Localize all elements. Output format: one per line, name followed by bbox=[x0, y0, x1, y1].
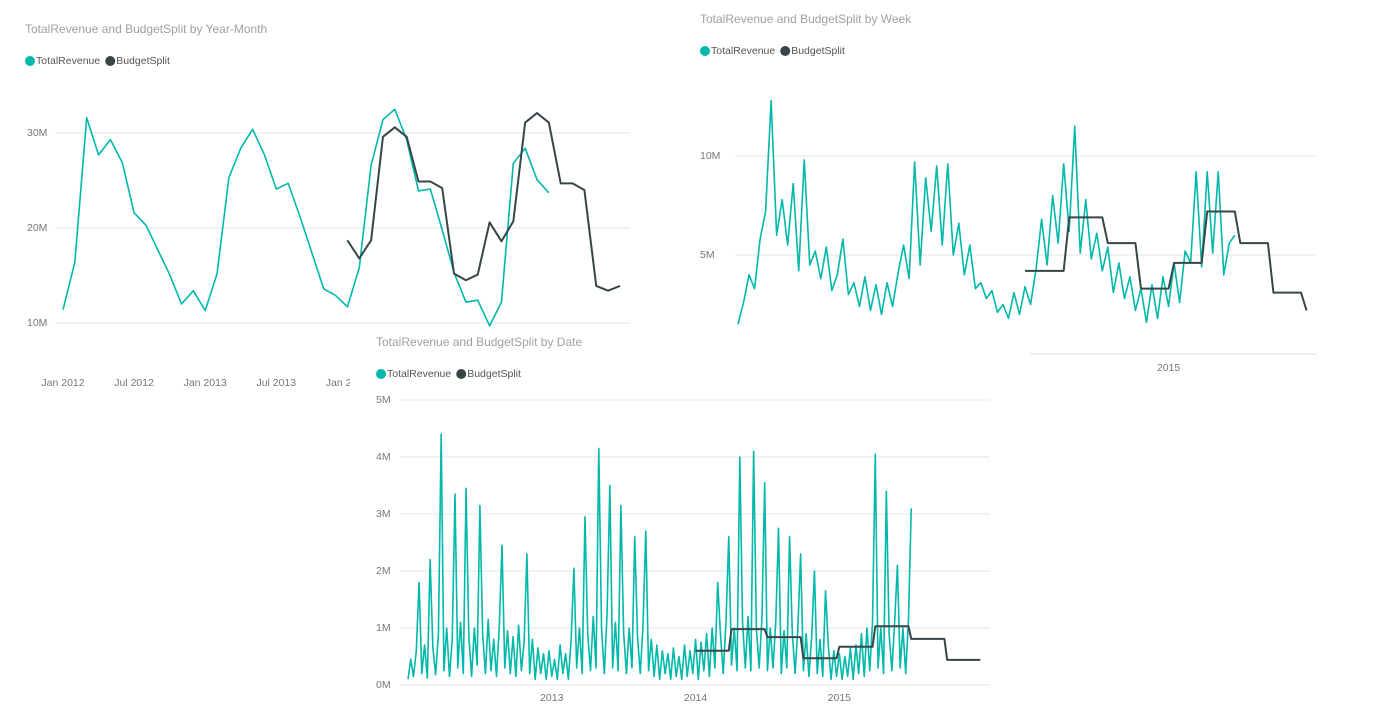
legend-marker bbox=[456, 369, 467, 379]
x-tick-label: 2015 bbox=[1157, 362, 1181, 374]
legend-label: TotalRevenue bbox=[36, 55, 100, 67]
legend-label: BudgetSplit bbox=[116, 55, 170, 67]
y-tick-label: 3M bbox=[376, 508, 391, 520]
chart-title: TotalRevenue and BudgetSplit by Date bbox=[376, 335, 582, 349]
x-tick-label: Jan 2013 bbox=[184, 377, 227, 389]
y-tick-label: 2M bbox=[376, 565, 391, 577]
y-tick-label: 4M bbox=[376, 451, 391, 463]
legend-marker bbox=[25, 56, 35, 66]
y-tick-label: 30M bbox=[27, 127, 47, 139]
x-tick-label: 2013 bbox=[540, 692, 564, 704]
y-tick-label: 1M bbox=[376, 622, 391, 634]
x-tick-label: Jul 2013 bbox=[256, 377, 296, 389]
legend-label: BudgetSplit bbox=[791, 45, 845, 57]
x-tick-label: Jan 2012 bbox=[41, 377, 84, 389]
legend-label: TotalRevenue bbox=[387, 368, 451, 380]
legend-label: TotalRevenue bbox=[711, 45, 775, 57]
x-tick-label: Jul 2012 bbox=[114, 377, 154, 389]
chart-title: TotalRevenue and BudgetSplit by Year-Mon… bbox=[25, 22, 267, 36]
series-line bbox=[1025, 210, 1308, 311]
legend-marker bbox=[700, 46, 710, 56]
y-tick-label: 5M bbox=[376, 394, 391, 406]
chart-title: TotalRevenue and BudgetSplit by Week bbox=[700, 12, 912, 26]
x-tick-label: 2014 bbox=[684, 692, 708, 704]
legend-marker bbox=[376, 369, 386, 379]
legend-marker bbox=[105, 56, 116, 66]
y-tick-label: 0M bbox=[376, 679, 391, 691]
series-line bbox=[737, 99, 1236, 325]
legend-label: BudgetSplit bbox=[467, 368, 521, 380]
y-tick-label: 5M bbox=[700, 249, 715, 261]
series-line bbox=[346, 112, 621, 292]
legend-marker bbox=[780, 46, 791, 56]
y-tick-label: 10M bbox=[27, 317, 47, 329]
series-line bbox=[62, 108, 550, 327]
series-line bbox=[407, 433, 913, 681]
y-tick-label: 10M bbox=[700, 150, 720, 162]
y-tick-label: 20M bbox=[27, 222, 47, 234]
x-tick-label: 2015 bbox=[828, 692, 852, 704]
series-line bbox=[695, 625, 981, 661]
